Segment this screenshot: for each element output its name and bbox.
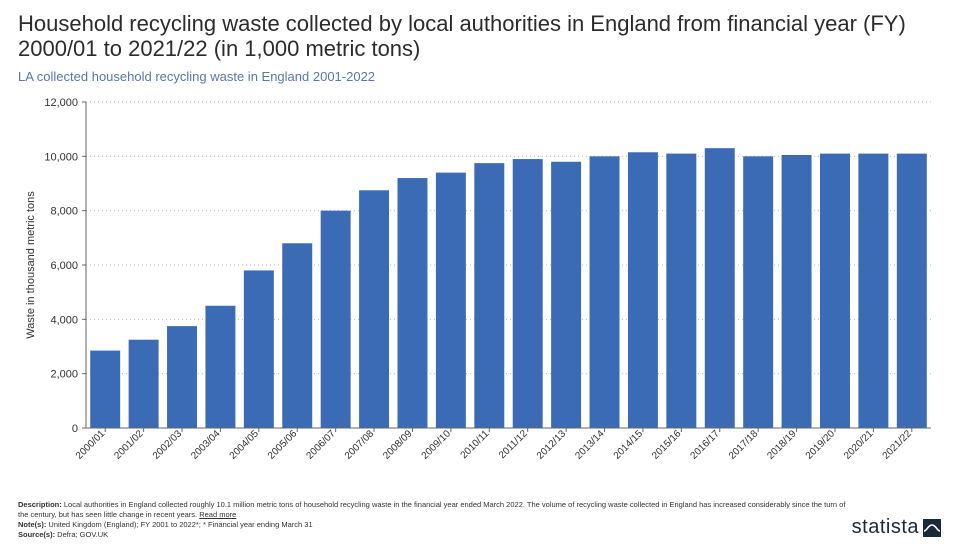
svg-text:12,000: 12,000 (44, 97, 78, 109)
svg-text:2002/03: 2002/03 (151, 428, 185, 462)
svg-text:2003/04: 2003/04 (189, 428, 223, 462)
description-text: Local authorities in England collected r… (18, 500, 845, 519)
svg-text:2012/13: 2012/13 (535, 428, 569, 462)
svg-text:6,000: 6,000 (50, 260, 78, 272)
svg-text:2005/06: 2005/06 (266, 428, 300, 462)
svg-text:2020/21: 2020/21 (842, 428, 876, 462)
footnotes: Description: Local authorities in Englan… (18, 500, 852, 539)
svg-text:4,000: 4,000 (50, 315, 78, 327)
source-text: Defra; GOV.UK (55, 530, 108, 539)
chart-area: 0 2,000 4,000 6,000 8,000 10,000 12,000 2000/01… (18, 94, 941, 498)
svg-text:10,000: 10,000 (44, 152, 78, 164)
svg-text:2006/07: 2006/07 (304, 428, 338, 462)
footer: Description: Local authorities in Englan… (18, 500, 941, 539)
read-more-link[interactable]: Read more (199, 510, 236, 519)
chart-container: Household recycling waste collected by l… (0, 0, 959, 545)
svg-text:2000/01: 2000/01 (74, 428, 108, 462)
svg-text:2001/02: 2001/02 (112, 428, 146, 462)
svg-text:2015/16: 2015/16 (650, 428, 684, 462)
svg-text:0: 0 (72, 423, 78, 435)
note-line: Note(s): United Kingdom (England); FY 20… (18, 520, 852, 530)
chart-subtitle: LA collected household recycling waste i… (18, 69, 941, 84)
bar-chart: 0 2,000 4,000 6,000 8,000 10,000 12,000 2000/01… (18, 94, 941, 498)
svg-text:2016/17: 2016/17 (689, 428, 723, 462)
svg-text:8,000: 8,000 (50, 206, 78, 218)
brand-text: statista (852, 516, 919, 539)
description-line: Description: Local authorities in Englan… (18, 500, 852, 520)
chart-title: Household recycling waste collected by l… (18, 12, 941, 61)
svg-text:2009/10: 2009/10 (420, 428, 454, 462)
source-label: Source(s): (18, 530, 55, 539)
svg-text:2014/15: 2014/15 (612, 428, 646, 462)
svg-text:2019/20: 2019/20 (804, 428, 838, 462)
svg-text:2021/22: 2021/22 (881, 428, 915, 462)
source-line: Source(s): Defra; GOV.UK (18, 530, 852, 540)
svg-text:2004/05: 2004/05 (228, 428, 262, 462)
note-label: Note(s): (18, 520, 46, 529)
description-label: Description: (18, 500, 62, 509)
svg-text:2,000: 2,000 (50, 369, 78, 381)
svg-text:2011/12: 2011/12 (497, 428, 530, 461)
svg-text:2010/11: 2010/11 (459, 428, 492, 461)
wave-icon (923, 519, 941, 537)
svg-text:2013/14: 2013/14 (573, 428, 607, 462)
statista-logo: statista (852, 516, 941, 539)
svg-text:2007/08: 2007/08 (343, 428, 377, 462)
note-text: United Kingdom (England); FY 2001 to 202… (46, 520, 312, 529)
svg-text:2008/09: 2008/09 (381, 428, 415, 462)
svg-text:2017/18: 2017/18 (727, 428, 761, 462)
svg-text:2018/19: 2018/19 (765, 428, 799, 462)
svg-text:Waste in thousand metric tons: Waste in thousand metric tons (25, 191, 37, 339)
